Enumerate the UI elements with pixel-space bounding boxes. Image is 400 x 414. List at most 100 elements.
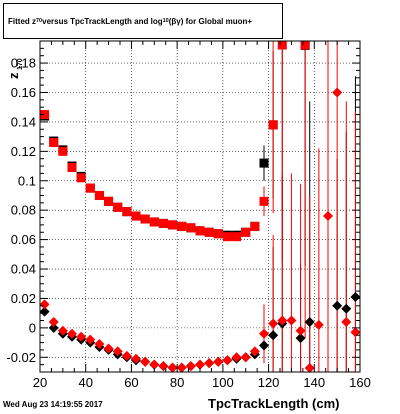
diamond-marker (323, 211, 333, 222)
square-marker (241, 227, 251, 237)
diamond-marker (140, 356, 151, 367)
diamond-marker (350, 291, 361, 302)
x-tick-label: 140 (303, 375, 325, 390)
diamond-marker (259, 340, 269, 351)
diamond-marker (67, 328, 77, 339)
diamond-marker (332, 300, 343, 311)
y-tick-label: 0 (29, 320, 36, 335)
y-tick-label: 0.08 (11, 203, 36, 218)
diamond-marker (167, 362, 178, 373)
grid-layer (40, 41, 360, 372)
diamond-marker (213, 356, 224, 367)
y-axis-label-sub: 170 (17, 58, 24, 70)
markers-layer (39, 40, 361, 373)
diamond-marker (149, 359, 160, 370)
y-axis-label: z 170 (6, 58, 24, 79)
square-marker (222, 232, 232, 242)
square-marker (300, 40, 310, 50)
title-mid: versus TpcTrackLength and log (42, 16, 163, 26)
square-marker (131, 211, 141, 221)
square-marker (259, 196, 269, 206)
diamond-marker (277, 315, 288, 326)
timestamp-footer: Wed Aug 23 14:19:55 2017 (3, 400, 103, 409)
diamond-marker (158, 361, 169, 372)
y-tick-label: 0.06 (11, 232, 36, 247)
diamond-marker (332, 87, 343, 98)
diamond-marker (85, 334, 96, 345)
diamond-marker (249, 346, 260, 357)
x-tick-label: 40 (78, 375, 92, 390)
square-marker (76, 173, 86, 183)
x-tick-label: 160 (349, 375, 371, 390)
square-marker (268, 120, 278, 130)
square-marker (213, 229, 223, 239)
diamond-marker (48, 316, 59, 327)
square-marker (277, 40, 287, 50)
title-sub1: 70 (36, 18, 43, 24)
x-tick-label: 120 (258, 375, 280, 390)
square-marker (232, 232, 242, 242)
diamond-marker (259, 328, 269, 339)
axes-layer (39, 40, 361, 373)
square-marker (177, 221, 187, 231)
diamond-marker (341, 316, 352, 327)
title-prefix: Fitted z (8, 16, 36, 26)
y-tick-label: 0.04 (11, 262, 36, 277)
diamond-marker (295, 325, 306, 336)
diamond-marker (231, 352, 242, 363)
diamond-marker (304, 316, 315, 327)
y-tick-label: -0.02 (6, 350, 36, 365)
y-tick-label: 0.1 (18, 173, 36, 188)
square-marker (149, 217, 159, 227)
diamond-marker (268, 330, 279, 341)
square-marker (58, 146, 68, 156)
diamond-marker (195, 359, 205, 370)
diamond-marker (341, 303, 352, 314)
square-marker (250, 221, 260, 231)
diamond-marker (103, 343, 114, 354)
diamond-marker (286, 315, 297, 326)
square-marker (85, 183, 95, 193)
diamond-marker (304, 363, 315, 373)
diamond-marker (313, 319, 324, 330)
square-marker (158, 218, 168, 228)
chart-title: Fitted z 70 versus TpcTrackLength and log… (3, 3, 283, 39)
x-tick-label: 80 (170, 375, 184, 390)
diamond-marker (121, 350, 132, 361)
x-tick-label: 20 (33, 375, 47, 390)
diamond-marker (39, 299, 50, 310)
square-marker (94, 190, 104, 200)
title-sub2: 10 (162, 18, 169, 24)
y-tick-label: 0.18 (11, 56, 36, 71)
y-tick-label: 0.02 (11, 291, 36, 306)
square-marker (49, 138, 59, 148)
diamond-marker (94, 339, 105, 350)
diamond-marker (39, 306, 50, 317)
title-suffix: (βγ) for Global muon+ (168, 16, 253, 26)
square-marker (113, 202, 123, 212)
diamond-marker (131, 353, 141, 364)
square-marker (67, 163, 77, 173)
diamond-marker (222, 355, 233, 366)
x-tick-label: 100 (212, 375, 234, 390)
square-marker (40, 110, 50, 120)
square-marker (259, 158, 269, 168)
square-marker (140, 214, 150, 224)
square-marker (204, 227, 214, 237)
diamond-marker (204, 358, 215, 369)
square-marker (186, 223, 196, 233)
diamond-marker (350, 327, 361, 338)
diamond-marker (295, 333, 306, 344)
y-tick-label: 0.12 (11, 144, 36, 159)
diamond-marker (112, 346, 123, 357)
y-tick-label: 0.16 (11, 85, 36, 100)
diamond-marker (240, 352, 251, 363)
square-marker (104, 196, 114, 206)
diamond-marker (57, 325, 68, 336)
y-tick-label: 0.14 (11, 114, 36, 129)
diamond-marker (48, 322, 59, 333)
x-tick-label: 60 (124, 375, 138, 390)
diamond-marker (185, 361, 196, 372)
diamond-marker (176, 362, 187, 373)
